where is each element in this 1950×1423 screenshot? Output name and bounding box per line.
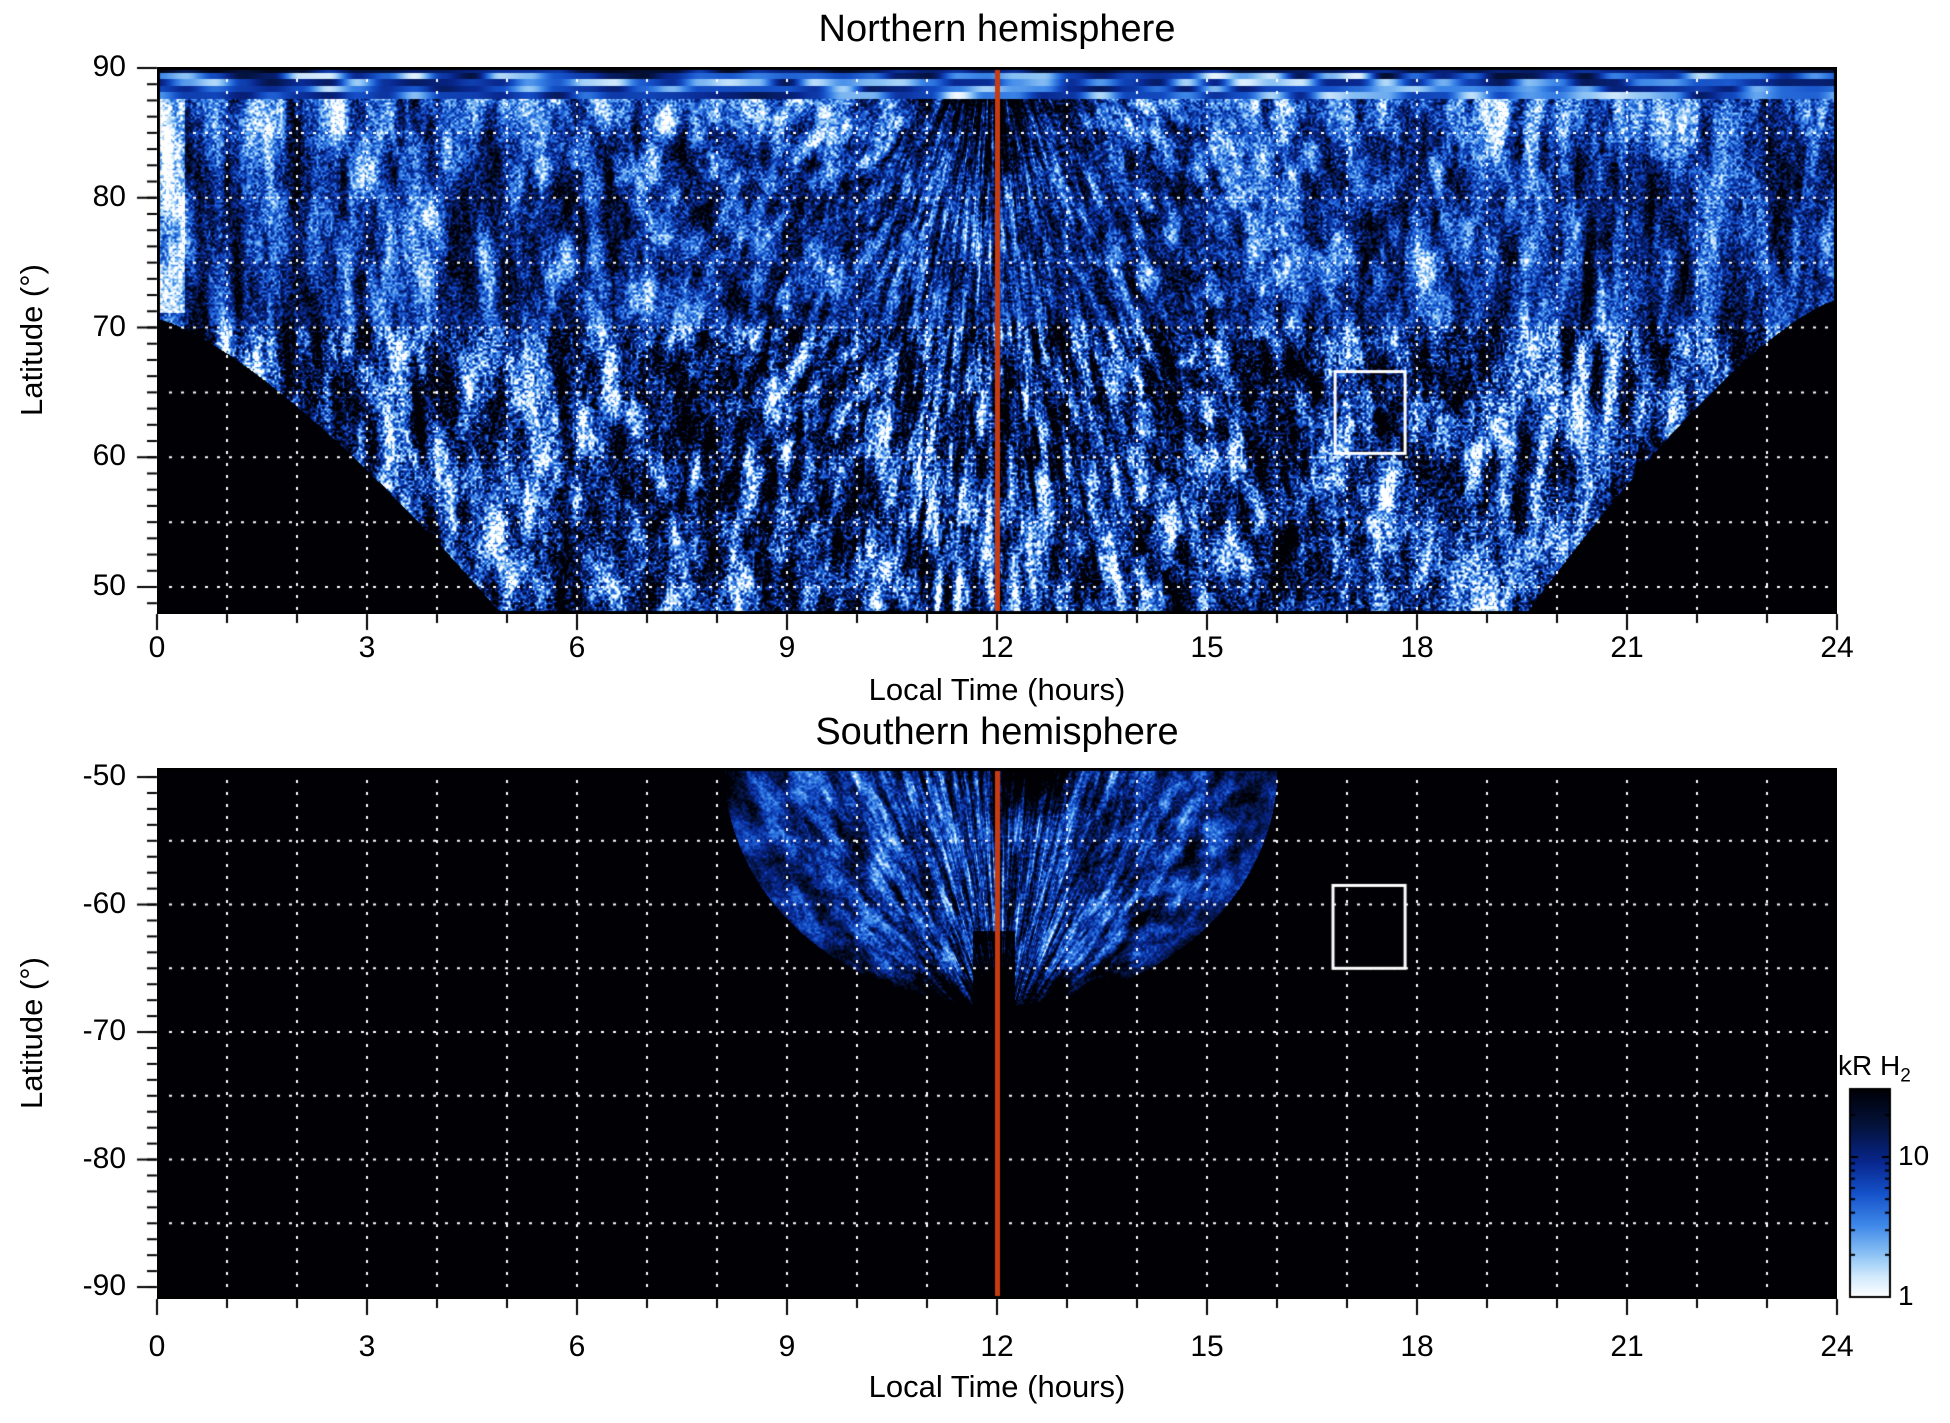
north-x-tick-label: 12 [980,631,1014,664]
north-y-tick-label: 60 [92,439,126,473]
north-y-tick-label: 50 [92,569,126,602]
north-x-tick-label: 18 [1400,631,1434,664]
south-x-tick-label: 0 [148,1330,166,1363]
south-y-tick-label: -80 [82,1141,126,1175]
colorbar-tick-label: 1 [1898,1280,1914,1311]
north-y-tick-label: 80 [92,179,126,213]
north-heatmap-canvas [157,67,1837,614]
south-y-tick-label: -70 [82,1014,126,1048]
north-x-tick-label: 6 [568,631,586,664]
south-x-tick-label: 21 [1610,1330,1644,1363]
south-heatmap-canvas [157,768,1837,1299]
north-x-tick-label: 15 [1190,631,1224,664]
south-panel-title: Southern hemisphere [815,711,1179,753]
north-x-tick-label: 9 [778,631,796,664]
south-y-tick-label: -90 [82,1269,126,1303]
colorbar-unit-main: kR H [1838,1050,1901,1081]
north-x-tick-label: 0 [148,631,166,664]
south-x-tick-label: 15 [1190,1330,1224,1363]
colorbar-unit-sub: 2 [1900,1065,1911,1087]
south-x-tick-label: 6 [568,1330,586,1363]
south-x-tick-label: 12 [980,1330,1014,1363]
north-y-tick-label: 90 [92,50,126,83]
south-x-tick-label: 24 [1820,1330,1854,1363]
north-x-tick-label: 24 [1820,631,1854,664]
south-x-tick-label: 18 [1400,1330,1434,1363]
south-x-tick-label: 9 [778,1330,796,1363]
north-x-tick-label: 21 [1610,631,1644,664]
north-x-tick-label: 3 [358,631,376,664]
south-x-axis-label: Local Time (hours) [868,1369,1126,1404]
north-panel-title: Northern hemisphere [818,8,1176,50]
south-x-tick-label: 3 [358,1330,376,1363]
north-x-axis-label: Local Time (hours) [868,672,1126,707]
south-y-tick-label: -60 [82,886,126,920]
colorbar-tick-label: 10 [1898,1140,1930,1171]
south-y-tick-label: -50 [82,759,126,793]
north-y-tick-label: 70 [92,309,126,343]
colorbar-unit-label: kR H2 [1838,1050,1911,1088]
